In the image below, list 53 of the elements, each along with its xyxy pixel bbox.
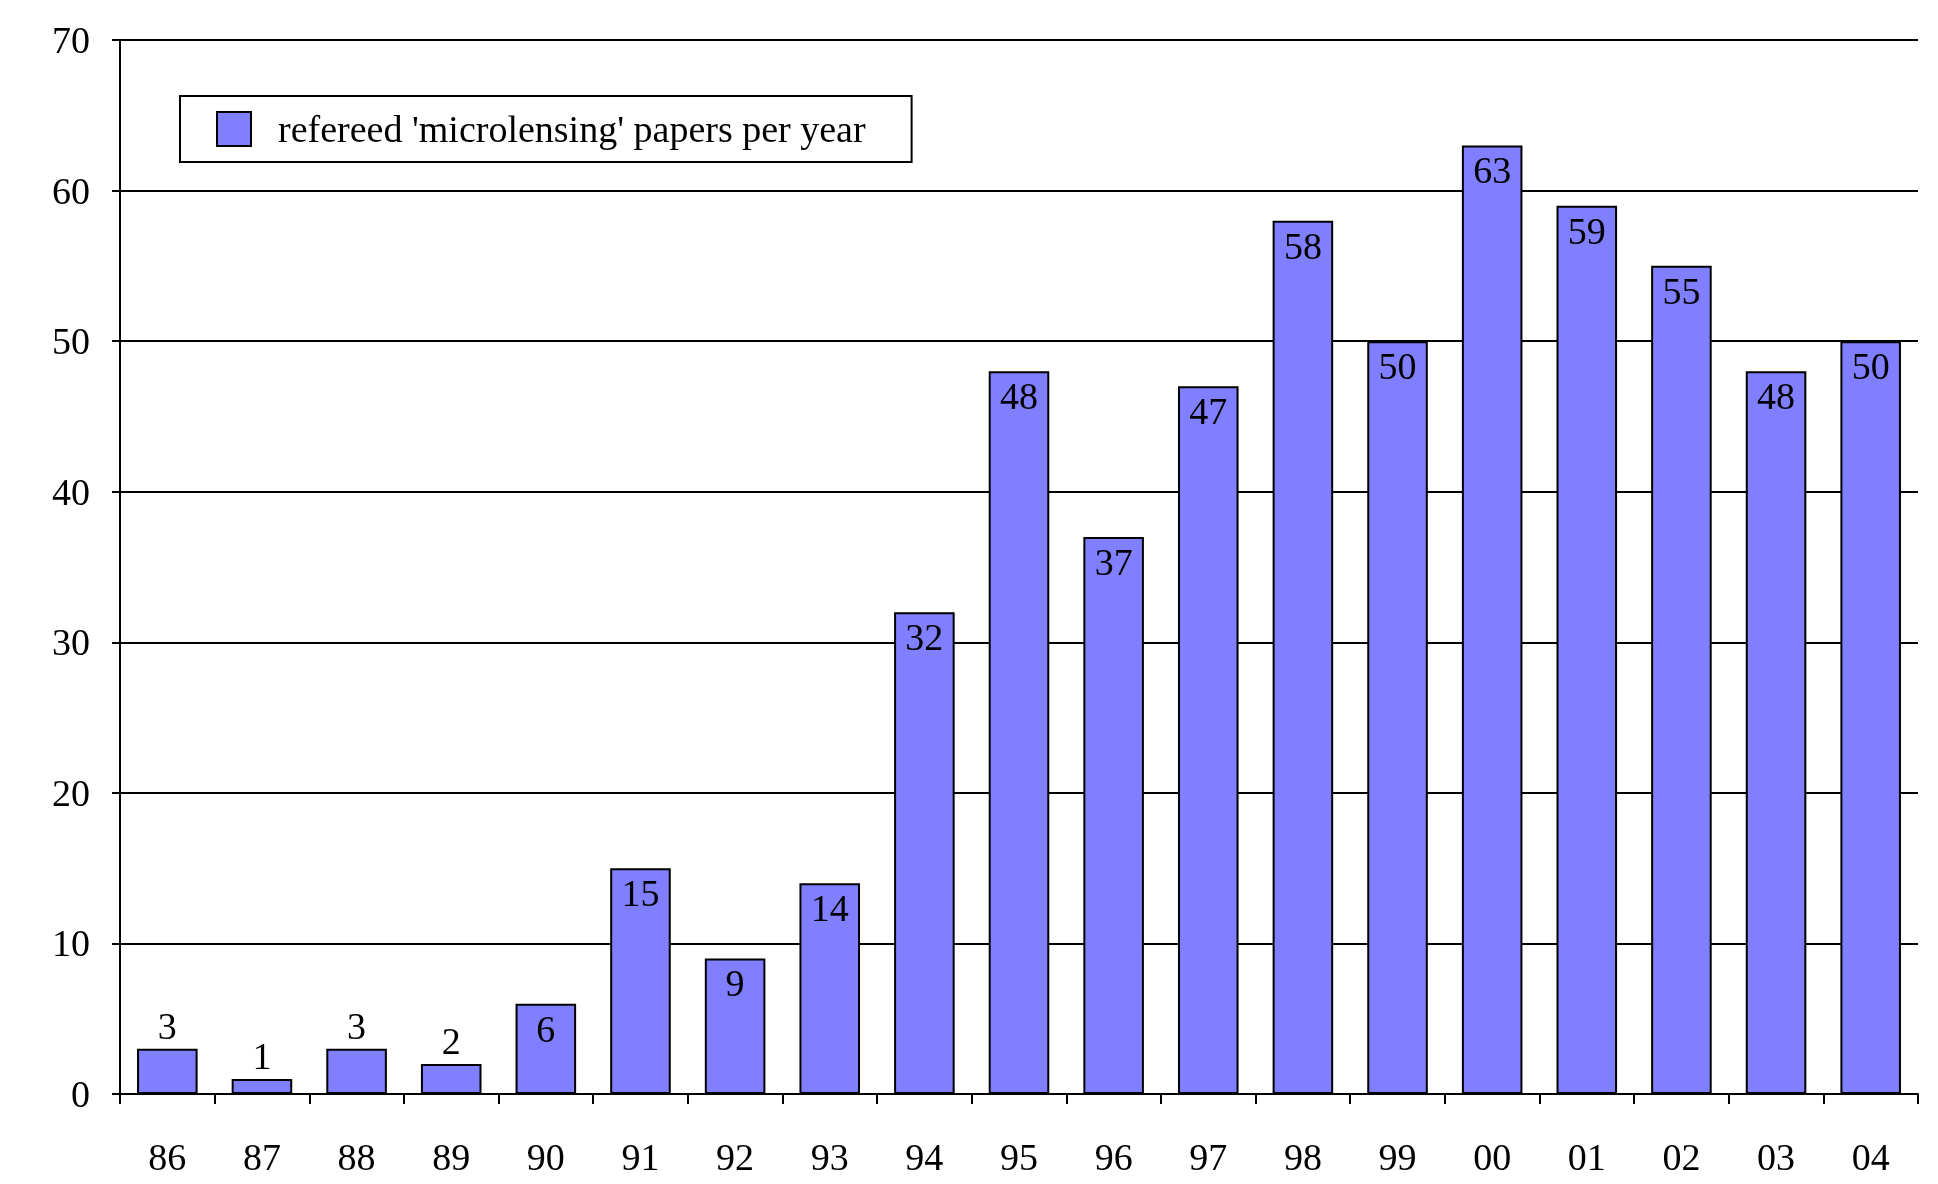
x-tick-label: 91	[621, 1136, 660, 1178]
x-tick-label: 00	[1473, 1136, 1512, 1178]
data-label: 50	[1378, 345, 1417, 388]
data-label: 55	[1662, 269, 1701, 312]
data-label: 1	[252, 1034, 272, 1077]
y-tick-label: 60	[52, 169, 90, 212]
data-label: 48	[1757, 375, 1796, 418]
x-tick-label: 96	[1094, 1136, 1133, 1178]
x-tick-label: 88	[337, 1136, 376, 1178]
x-tick-label: 98	[1283, 1136, 1322, 1178]
x-tick-label: 90	[526, 1136, 565, 1178]
legend-label: refereed 'microlensing' papers per year	[278, 108, 866, 150]
data-label: 37	[1094, 540, 1133, 583]
x-tick-label: 87	[242, 1136, 281, 1178]
data-label: 48	[1000, 375, 1038, 418]
data-label: 6	[536, 1007, 556, 1050]
bar	[515, 1003, 577, 1094]
data-label: 9	[725, 962, 745, 1005]
data-label: 59	[1567, 209, 1606, 252]
x-tick-label: 97	[1189, 1136, 1228, 1178]
x-tick-label: 04	[1851, 1136, 1890, 1178]
y-tick-label: 70	[52, 19, 90, 61]
data-label: 3	[347, 1004, 367, 1047]
x-tick-label: 89	[432, 1136, 471, 1178]
data-label: 32	[905, 616, 944, 659]
data-label: 47	[1189, 390, 1228, 433]
y-tick-label: 50	[52, 320, 90, 363]
y-tick-label: 30	[52, 621, 90, 664]
x-tick-label: 01	[1567, 1136, 1606, 1178]
data-label: 2	[441, 1019, 461, 1062]
data-label: 15	[621, 872, 660, 915]
x-tick-label: 95	[1000, 1136, 1038, 1178]
y-tick-label: 0	[71, 1073, 90, 1115]
data-label: 14	[810, 887, 849, 930]
bar	[137, 1048, 198, 1094]
x-tick-label: 02	[1662, 1136, 1701, 1178]
y-tick-label: 40	[52, 470, 90, 513]
x-tick-label: 93	[810, 1136, 849, 1178]
bar	[420, 1063, 482, 1094]
x-tick-label: 92	[716, 1136, 755, 1178]
data-label: 50	[1851, 345, 1890, 388]
bar	[231, 1078, 293, 1094]
data-label: 63	[1473, 149, 1512, 192]
y-tick-label: 20	[52, 771, 90, 814]
x-tick-label: 86	[148, 1136, 187, 1178]
bar	[326, 1048, 387, 1094]
y-tick-label: 10	[52, 922, 90, 965]
data-label: 58	[1283, 224, 1322, 267]
x-tick-label: 94	[905, 1136, 944, 1178]
x-tick-label: 99	[1378, 1136, 1417, 1178]
bar	[704, 958, 766, 1094]
data-label: 3	[157, 1004, 177, 1047]
x-tick-label: 03	[1757, 1136, 1796, 1178]
